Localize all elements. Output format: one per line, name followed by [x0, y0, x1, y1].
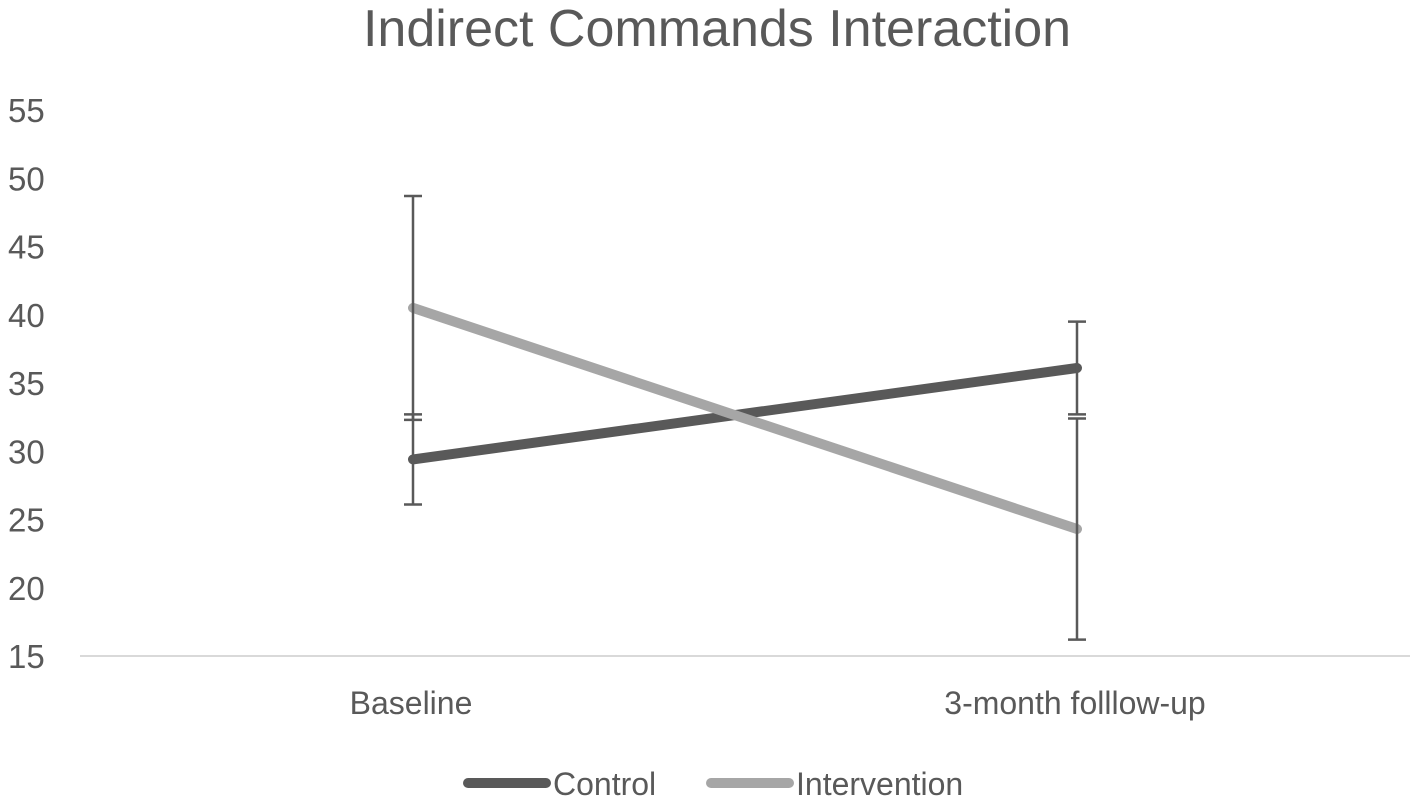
y-tick-label: 30	[8, 433, 45, 470]
y-tick-label: 25	[8, 502, 45, 539]
chart-title: Indirect Commands Interaction	[363, 0, 1071, 58]
x-tick-label: Baseline	[350, 685, 473, 721]
legend-label: Control	[553, 766, 656, 802]
series-lines	[408, 302, 1082, 535]
y-tick-label: 55	[8, 92, 45, 129]
y-tick-label: 50	[8, 160, 45, 197]
error-bar-control	[1068, 320, 1086, 416]
y-tick-label: 20	[8, 570, 45, 607]
y-tick-label: 35	[8, 365, 45, 402]
legend-item-intervention: Intervention	[706, 766, 963, 802]
y-tick-label: 45	[8, 229, 45, 266]
error-bar-intervention	[1068, 417, 1086, 641]
error-bars	[404, 194, 1086, 641]
x-tick-label: 3-month folllow-up	[944, 685, 1205, 721]
legend-label: Intervention	[796, 766, 963, 802]
legend: Control Intervention	[463, 766, 963, 802]
y-tick-label: 15	[8, 638, 45, 675]
series-line-intervention	[408, 302, 1082, 535]
legend-item-control: Control	[463, 766, 656, 802]
y-tick-label: 40	[8, 297, 45, 334]
y-axis-tick-labels: 15 20 25 30 35 40 45 50 55	[8, 92, 45, 675]
x-axis-tick-labels: Baseline 3-month folllow-up	[350, 685, 1206, 721]
error-bar-intervention	[404, 194, 422, 422]
